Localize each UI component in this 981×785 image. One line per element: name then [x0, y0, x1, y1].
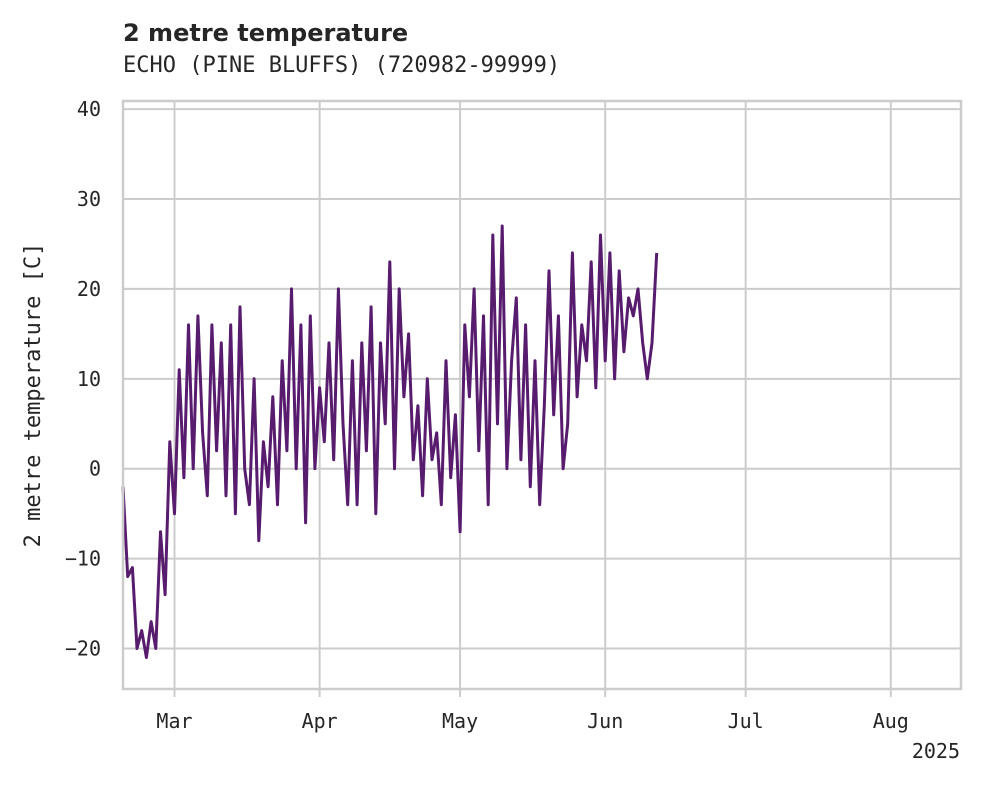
- grid-lines: [123, 101, 961, 697]
- x-tick-label: Mar: [156, 709, 192, 733]
- data-line-group: [121, 224, 659, 659]
- plot-frame: [121, 99, 963, 691]
- y-tick-label: −10: [65, 547, 101, 571]
- temperature-line: [121, 224, 659, 659]
- x-tick-label: Jul: [728, 709, 764, 733]
- x-tick-label: Aug: [873, 709, 909, 733]
- y-tick-label: 0: [89, 457, 101, 481]
- y-axis-label: 2 metre temperature [C]: [21, 243, 46, 548]
- y-tick-label: 20: [77, 277, 101, 301]
- y-tick-label: 30: [77, 187, 101, 211]
- y-tick-label: 40: [77, 97, 101, 121]
- x-tick-label: May: [442, 709, 478, 733]
- y-tick-label: −20: [65, 637, 101, 661]
- chart-title: 2 metre temperature: [123, 19, 408, 47]
- x-year-label: 2025: [912, 739, 960, 763]
- x-tick-label: Apr: [302, 709, 338, 733]
- y-axis-ticks: −20 −10 0 10 20 30 40: [65, 97, 101, 660]
- y-tick-label: 10: [77, 367, 101, 391]
- chart-subtitle: ECHO (PINE BLUFFS) (720982-99999): [123, 53, 560, 78]
- x-axis-ticks: Mar Apr May Jun Jul Aug: [156, 709, 908, 733]
- x-tick-label: Jun: [587, 709, 623, 733]
